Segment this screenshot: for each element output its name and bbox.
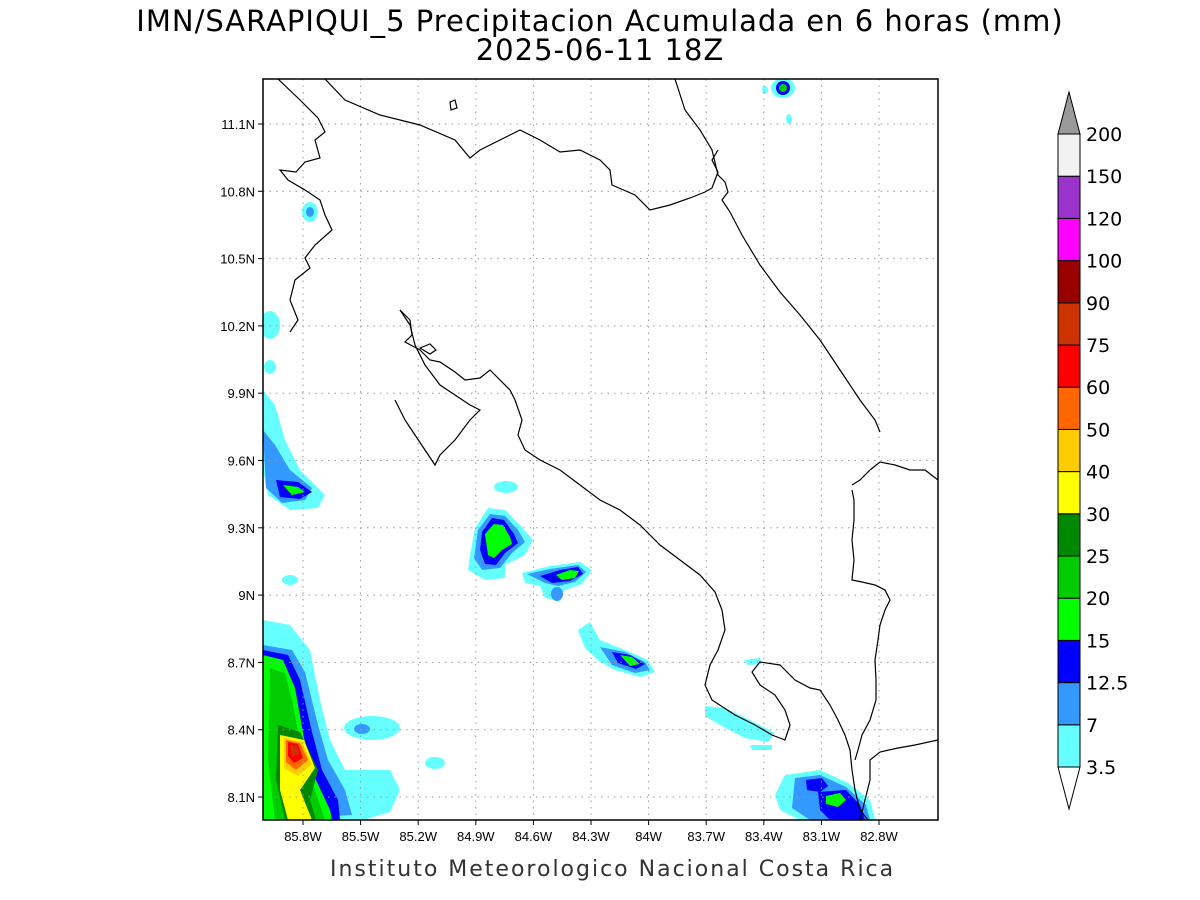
rain-area [705,706,775,742]
lat-tick-label: 8.1N [228,790,255,805]
lat-tick-label: 10.8N [220,184,255,199]
rain-area [263,311,280,339]
rain-area [264,360,276,374]
colorbar-over-triangle [1057,90,1081,135]
lat-tick-label: 9.6N [228,454,255,469]
rain-area [744,658,762,665]
lat-tick-label: 10.2N [220,319,255,334]
colorbar-under-triangle [1057,766,1081,811]
lat-tick-label: 9N [238,588,255,603]
coastline [277,79,938,820]
colorbar-label: 7 [1086,715,1098,737]
map-title: IMN/SARAPIQUI_5 Precipitacion Acumulada … [136,4,1064,38]
lon-tick-label: 83.1W [803,829,841,844]
lat-tick-label: 9.9N [228,386,255,401]
colorbar-swatch [1057,428,1081,473]
lon-tick-label: 85.8W [284,829,322,844]
rain-area [826,793,846,807]
footer-credit: Instituto Meteorologico Nacional Costa R… [330,857,896,882]
colorbar-swatch [1057,302,1081,346]
rain-area [786,114,792,124]
colorbar-label: 90 [1086,293,1110,315]
latitude-axis: 11.1N 10.8N 10.5N 10.2N 9.9N 9.6N 9.3N 9N 8.7N 8.… [220,117,263,805]
colorbar-label: 3.5 [1086,757,1116,779]
lon-tick-label: 84W [635,829,662,844]
rain-area [551,587,563,601]
rain-area [282,575,298,585]
colorbar-swatch [1057,344,1081,388]
colorbar-swatch [1057,639,1081,684]
rain-area [620,655,640,666]
colorbar-label: 50 [1086,419,1110,441]
colorbar-label: 75 [1086,335,1110,357]
colorbar-swatch [1057,217,1081,262]
colorbar-label: 60 [1086,377,1110,399]
rain-area [354,724,370,734]
colorbar-swatch [1057,386,1081,430]
colorbar-label: 15 [1086,630,1110,652]
rain-area [750,745,772,750]
colorbar-swatch [1057,175,1081,219]
colorbar: 3.5 7 12.5 15 20 25 30 40 50 60 75 90 100 120 150 200 [1057,90,1128,811]
rain-area [485,524,512,558]
rain-area [762,86,768,94]
map-grid [263,79,938,820]
rain-area [556,570,579,580]
lon-tick-label: 83.7W [687,829,725,844]
colorbar-label: 30 [1086,504,1110,526]
colorbar-label: 100 [1086,251,1122,273]
lon-tick-label: 84.3W [572,829,610,844]
rain-area [283,485,305,495]
lon-tick-label: 84.9W [457,829,495,844]
map-subtitle: 2025-06-11 18Z [475,33,725,67]
lat-tick-label: 8.4N [228,723,255,738]
colorbar-label: 40 [1086,462,1110,484]
lat-tick-label: 11.1N [221,117,255,132]
colorbar-label: 120 [1086,208,1122,230]
rain-area [779,84,787,92]
precipitation-field [263,79,875,820]
colorbar-swatch [1057,133,1081,177]
colorbar-swatch [1057,260,1081,304]
lon-tick-label: 85.2W [399,829,437,844]
map-frame [262,78,939,821]
lat-tick-label: 9.3N [228,521,255,536]
colorbar-swatch [1057,597,1081,641]
colorbar-label: 25 [1086,546,1110,568]
lat-tick-label: 8.7N [228,655,255,670]
colorbar-swatch [1057,682,1081,726]
colorbar-swatch [1057,724,1081,768]
colorbar-swatch [1057,513,1081,557]
rain-area [425,757,445,769]
longitude-axis: 85.8W 85.5W 85.2W 84.9W 84.6W 84.3W 84W 83.7W 83… [284,820,899,844]
colorbar-label: 20 [1086,588,1110,610]
colorbar-label: 12.5 [1086,673,1128,695]
lat-tick-label: 10.5N [220,252,255,267]
lon-tick-label: 85.5W [342,829,380,844]
colorbar-label: 150 [1086,166,1122,188]
colorbar-label: 200 [1086,124,1122,146]
lon-tick-label: 84.6W [515,829,553,844]
colorbar-swatch [1057,471,1081,515]
colorbar-swatch [1057,555,1081,599]
lon-tick-label: 82.8W [860,829,898,844]
lon-tick-label: 83.4W [745,829,783,844]
rain-area [290,745,299,756]
rain-area [344,716,400,740]
rain-area [306,207,314,217]
rain-area [494,481,518,493]
